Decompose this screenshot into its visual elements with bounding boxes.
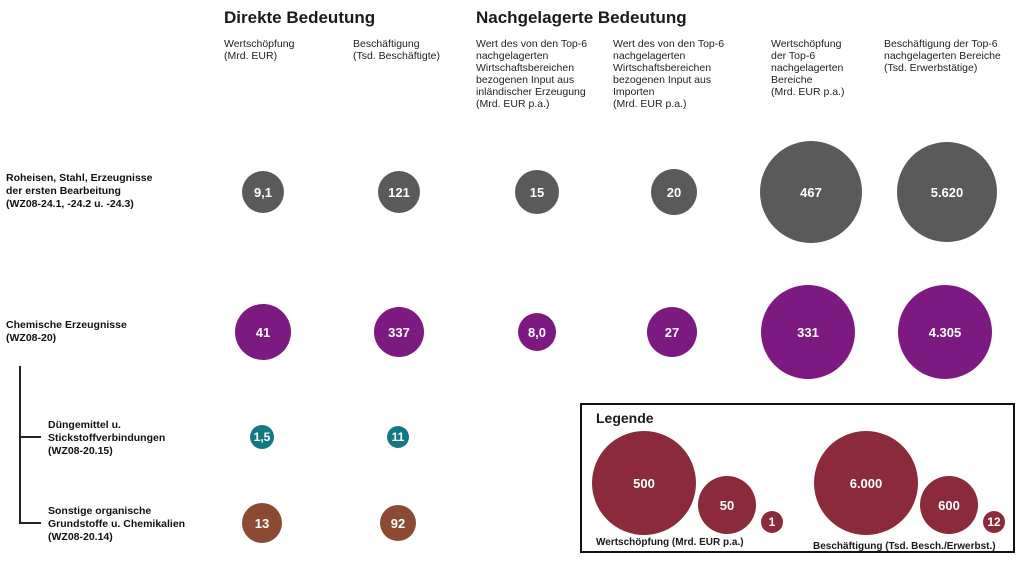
row-label-steel: Roheisen, Stahl, Erzeugnisse der ersten … xyxy=(6,172,153,210)
bubble-steel-downstream-value-added: 467 xyxy=(760,141,862,243)
group-title-direct: Direkte Bedeutung xyxy=(224,8,376,27)
legend-bubble-value-added-500: 500 xyxy=(592,431,696,535)
bubble-organic-employment: 92 xyxy=(380,505,416,541)
bubble-fertilizer-value-added: 1,5 xyxy=(250,425,274,449)
bubble-chemicals-downstream-value-added: 331 xyxy=(761,285,855,379)
bubble-steel-value-added: 9,1 xyxy=(242,171,284,213)
legend-bubble-employment-12: 12 xyxy=(983,511,1005,533)
legend-bubble-employment-6000: 6.000 xyxy=(814,431,918,535)
bubble-chemicals-import-input: 27 xyxy=(647,307,697,357)
bubble-chemicals-employment: 337 xyxy=(374,307,424,357)
group-title-downstream: Nachgelagerte Bedeutung xyxy=(476,8,687,27)
bubble-organic-value-added: 13 xyxy=(242,503,282,543)
column-header-employment: Beschäftigung (Tsd. Beschäftigte) xyxy=(353,38,440,62)
column-header-downstream-employment: Beschäftigung der Top-6 nachgelagerten B… xyxy=(884,38,1001,74)
column-header-downstream-value-added: Wertschöpfung der Top-6 nachgelagerten B… xyxy=(771,38,845,98)
bubble-steel-downstream-employment: 5.620 xyxy=(897,142,997,242)
column-header-domestic-input: Wert des von den Top-6 nachgelagerten Wi… xyxy=(476,38,588,110)
legend-caption-value-added: Wertschöpfung (Mrd. EUR p.a.) xyxy=(596,537,744,548)
legend-bubble-value-added-1: 1 xyxy=(761,511,783,533)
legend-bubble-employment-600: 600 xyxy=(920,476,978,534)
bubble-chemicals-value-added: 41 xyxy=(235,304,291,360)
legend-bubble-value-added-50: 50 xyxy=(698,476,756,534)
tree-connector-vertical xyxy=(19,366,21,523)
bubble-steel-import-input: 20 xyxy=(651,169,697,215)
legend-caption-employment: Beschäftigung (Tsd. Besch./Erwerbst.) xyxy=(813,541,996,552)
tree-connector-fertilizer xyxy=(19,436,41,438)
column-header-value-added: Wertschöpfung (Mrd. EUR) xyxy=(224,38,295,62)
bubble-fertilizer-employment: 11 xyxy=(387,426,409,448)
legend-title: Legende xyxy=(596,410,654,426)
column-header-import-input: Wert des von den Top-6 nachgelagerten Wi… xyxy=(613,38,725,110)
tree-connector-organic xyxy=(19,522,41,524)
bubble-chemicals-downstream-employment: 4.305 xyxy=(898,285,992,379)
legend-box: Legende 500 50 1 Wertschöpfung (Mrd. EUR… xyxy=(580,403,1015,553)
bubble-chemicals-domestic-input: 8,0 xyxy=(518,313,556,351)
row-label-chemicals: Chemische Erzeugnisse (WZ08-20) xyxy=(6,319,127,344)
bubble-steel-domestic-input: 15 xyxy=(515,170,559,214)
row-label-organic-chemicals: Sonstige organische Grundstoffe u. Chemi… xyxy=(48,505,186,543)
bubble-steel-employment: 121 xyxy=(378,171,420,213)
row-label-fertilizer: Düngemittel u. Stickstoffverbindungen (W… xyxy=(48,419,166,457)
